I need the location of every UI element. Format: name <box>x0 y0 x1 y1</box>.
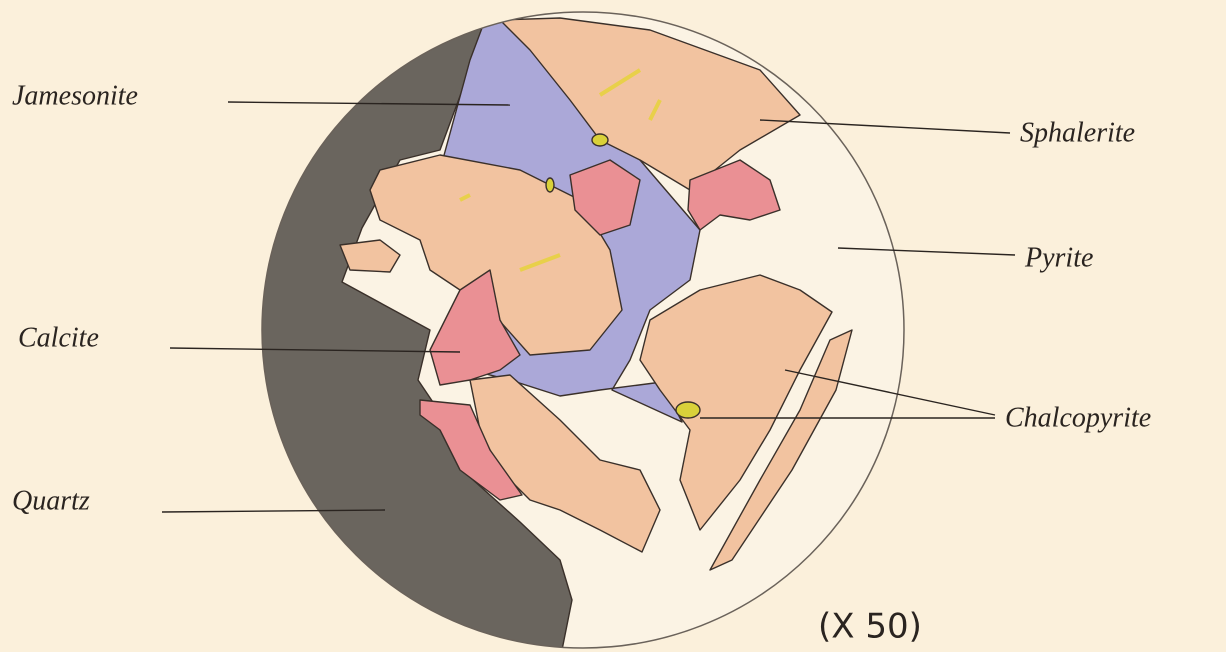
leader-line <box>161 509 386 513</box>
label: Chalcopyrite <box>1005 402 1151 433</box>
field-of-view <box>262 12 853 648</box>
leader-line <box>227 101 511 106</box>
sphalerite-grain <box>339 239 401 273</box>
sphalerite-sliver <box>709 329 853 571</box>
calcite-grain <box>429 269 521 386</box>
chalcopyrite-grain <box>675 401 701 419</box>
quartz-region <box>262 12 573 648</box>
leader-line <box>700 369 996 419</box>
sphalerite-grain <box>369 154 623 356</box>
chalcopyrite-grain <box>591 133 609 147</box>
label: Pyrite <box>1024 242 1093 273</box>
leader-line <box>759 119 1011 134</box>
leader-line <box>837 247 1016 256</box>
sphalerite-grain <box>639 274 833 531</box>
label: Sphalerite <box>1020 117 1135 148</box>
calcite-grain <box>687 159 781 231</box>
magnification: (X 50) <box>818 607 922 647</box>
chalcopyrite-streaks <box>459 68 662 272</box>
label: Calcite <box>18 322 99 353</box>
field-boundary <box>261 11 905 649</box>
label: Jamesonite <box>12 80 138 111</box>
calcite-grain <box>569 159 641 236</box>
chalcopyrite-grain <box>545 177 555 193</box>
leader-line <box>169 347 461 353</box>
calcite-grain <box>419 399 523 501</box>
label: Quartz <box>12 485 90 516</box>
